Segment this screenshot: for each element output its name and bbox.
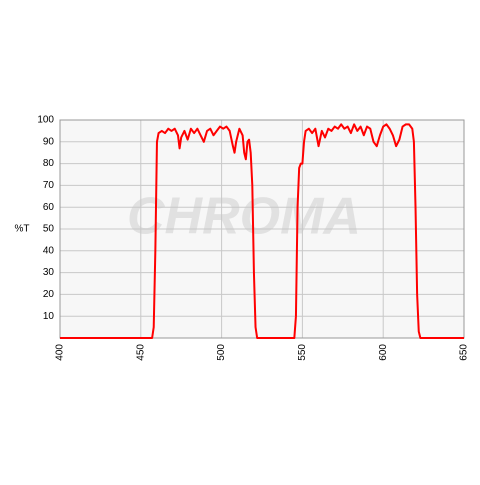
y-tick-label: 70 — [43, 180, 55, 191]
y-tick-label: 20 — [43, 289, 55, 300]
x-tick-label: 600 — [378, 344, 389, 361]
x-tick-label: 500 — [216, 344, 227, 361]
y-tick-label: 30 — [43, 267, 55, 278]
y-tick-label: 80 — [43, 158, 55, 169]
y-tick-label: 50 — [43, 224, 55, 235]
y-tick-label: 40 — [43, 245, 55, 256]
y-axis-label: %T — [15, 224, 30, 235]
x-tick-label: 400 — [55, 344, 66, 361]
y-tick-label: 10 — [43, 311, 55, 322]
x-tick-label: 650 — [459, 344, 470, 361]
y-tick-label: 90 — [43, 136, 55, 147]
y-tick-label: 60 — [43, 202, 55, 213]
y-tick-label: 100 — [37, 115, 54, 126]
x-tick-label: 550 — [297, 344, 308, 361]
x-tick-label: 450 — [135, 344, 146, 361]
watermark: CHROMA — [127, 188, 361, 246]
spectrum-line — [60, 123, 464, 339]
